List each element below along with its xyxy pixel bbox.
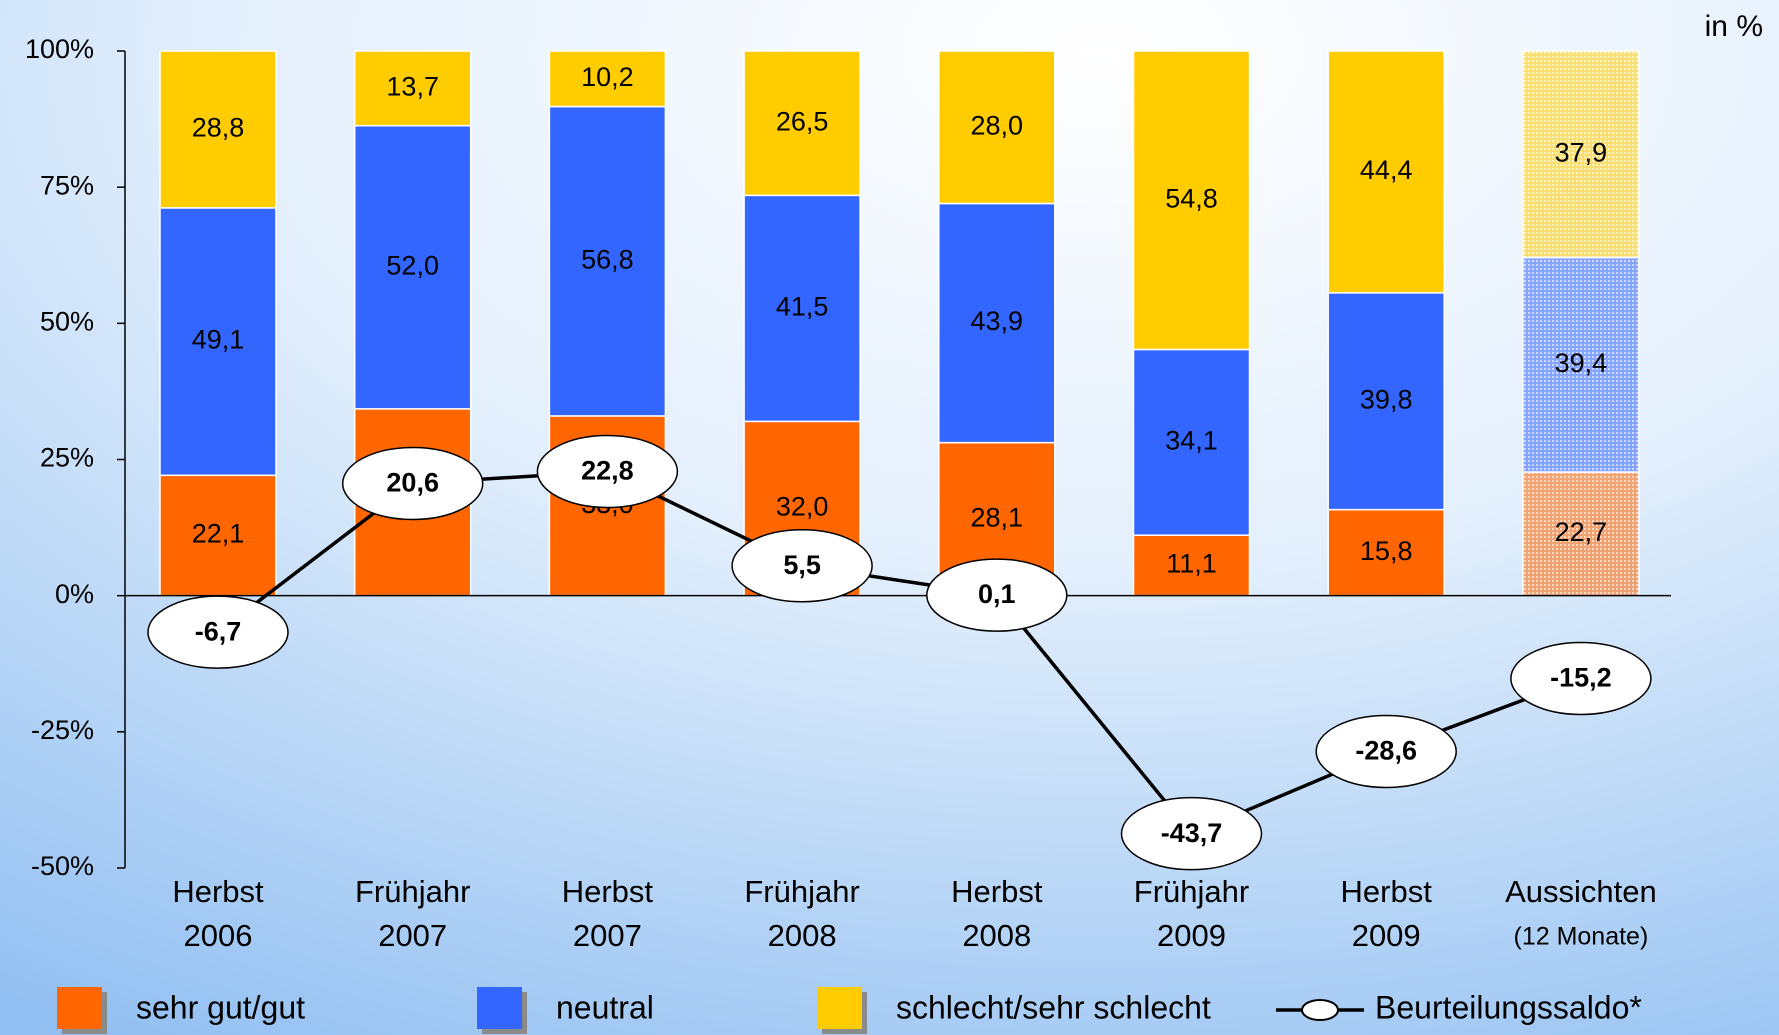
value-label: 22,1: [192, 519, 245, 549]
bar-segment: [1522, 471, 1640, 597]
bar-segment: [1327, 508, 1445, 597]
value-label: 54,8: [1165, 183, 1218, 213]
legend-label: schlecht/sehr schlecht: [896, 989, 1211, 1025]
saldo-label: 20,6: [386, 468, 439, 498]
saldo-label: 5,5: [783, 550, 821, 580]
value-label: 56,8: [581, 244, 634, 274]
saldo-marker: [731, 528, 873, 603]
bar-segment: [1132, 50, 1251, 351]
bar-segment: [1522, 50, 1640, 259]
value-label: 41,5: [776, 291, 829, 321]
y-tick-label: 100%: [25, 34, 94, 64]
value-label: 32,0: [776, 492, 829, 522]
value-label: 26,5: [776, 106, 829, 136]
bar-segment: [353, 124, 472, 410]
saldo-marker: [341, 446, 484, 521]
saldo-label: -43,7: [1161, 818, 1223, 848]
saldo-label: 0,1: [978, 579, 1016, 609]
legend-swatch: [817, 987, 862, 1029]
saldo-label: -28,6: [1355, 736, 1417, 766]
legend-label: neutral: [556, 989, 654, 1025]
saldo-marker: [147, 595, 289, 669]
value-label: 13,7: [386, 71, 439, 101]
value-label: 22,7: [1555, 517, 1608, 547]
y-tick-label: 50%: [40, 306, 94, 336]
saldo-marker: [926, 558, 1068, 632]
bar-segment: [1522, 256, 1640, 473]
x-tick-label: 2008: [962, 918, 1031, 953]
y-tick-label: -25%: [31, 715, 94, 745]
value-label: 15,8: [1360, 536, 1413, 566]
bar-segment: [353, 50, 472, 127]
bar-segment: [1132, 534, 1251, 597]
legend-marker: [1301, 999, 1339, 1021]
value-label: 28,8: [192, 113, 245, 143]
bar-segment: [1132, 348, 1251, 536]
value-label: 44,4: [1360, 155, 1413, 185]
saldo-marker: [1315, 714, 1457, 789]
x-tick-label: Aussichten: [1505, 874, 1657, 909]
x-tick-label: (12 Monate): [1514, 923, 1649, 951]
unit-label: in %: [1705, 10, 1763, 43]
x-tick-label: 2009: [1352, 918, 1421, 953]
value-label: 10,2: [581, 62, 634, 92]
saldo-marker: [536, 434, 679, 509]
bar-segment: [159, 50, 277, 209]
value-label: 49,1: [192, 325, 245, 355]
value-label: 52,0: [386, 250, 439, 280]
x-tick-label: Herbst: [172, 874, 264, 909]
y-tick-label: 75%: [40, 170, 94, 200]
value-label: 39,8: [1360, 384, 1413, 414]
x-tick-label: 2007: [573, 918, 642, 953]
legend-label: sehr gut/gut: [136, 989, 305, 1025]
x-tick-label: Frühjahr: [1134, 874, 1249, 909]
x-tick-label: 2007: [378, 918, 447, 953]
bar-segment: [743, 50, 861, 197]
saldo-label: -15,2: [1550, 663, 1612, 693]
saldo-label: 22,8: [581, 456, 634, 486]
value-label: 39,4: [1555, 348, 1608, 378]
bar-segment: [548, 105, 667, 417]
saldo-marker: [1120, 796, 1263, 871]
legend-swatch: [57, 987, 102, 1029]
value-label: 28,1: [971, 502, 1024, 532]
bar-segment: [1327, 50, 1445, 294]
y-tick-label: -50%: [31, 851, 94, 881]
value-label: 28,0: [971, 110, 1024, 140]
x-tick-label: Herbst: [951, 874, 1043, 909]
x-tick-label: Frühjahr: [355, 874, 470, 909]
bar-segment: [159, 474, 277, 597]
bar-segment: [159, 207, 277, 477]
value-label: 11,1: [1166, 549, 1217, 579]
x-tick-label: 2009: [1157, 918, 1226, 953]
x-tick-label: 2008: [768, 918, 837, 953]
value-label: 43,9: [971, 306, 1024, 336]
value-label: 34,1: [1165, 425, 1218, 455]
saldo-marker: [1510, 641, 1652, 716]
x-tick-label: Herbst: [562, 874, 654, 909]
x-tick-label: Frühjahr: [744, 874, 859, 909]
x-tick-label: Herbst: [1341, 874, 1433, 909]
bar-segment: [743, 194, 861, 423]
saldo-label: -6,7: [195, 616, 242, 646]
y-tick-label: 25%: [40, 443, 94, 473]
x-tick-label: 2006: [184, 918, 253, 953]
bar-segment: [938, 50, 1056, 205]
y-tick-label: 0%: [55, 579, 94, 609]
value-label: 37,9: [1555, 137, 1608, 167]
legend-swatch: [477, 987, 522, 1029]
bar-segment: [548, 50, 667, 108]
legend-label: Beurteilungssaldo*: [1375, 989, 1642, 1025]
bar-segment: [1327, 292, 1445, 511]
